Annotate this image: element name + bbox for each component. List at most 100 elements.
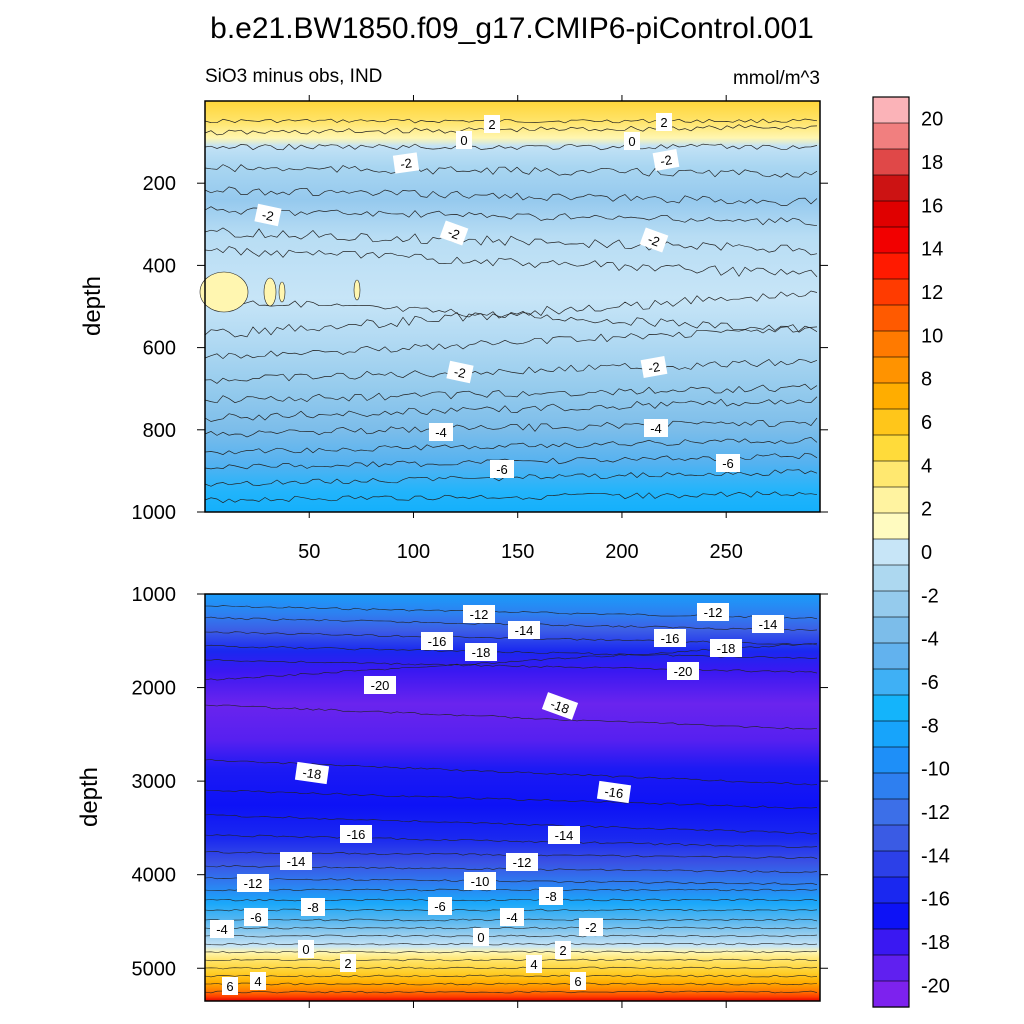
lower-contour-label: -16	[654, 629, 686, 647]
colorbar-tick-label: -2	[921, 585, 939, 607]
colorbar-box	[872, 356, 910, 384]
lower-contour-label-bg	[237, 874, 269, 892]
colorbar-box	[872, 824, 910, 852]
colorbar-tick-label: 20	[921, 109, 943, 131]
upper-contour-label: -2	[254, 203, 282, 227]
colorbar-box	[872, 590, 910, 618]
lower-contour-line	[204, 834, 818, 848]
upper-contour-label: 2	[484, 115, 500, 133]
upper-contour-line	[204, 246, 818, 278]
lower-contour-label: -18	[465, 643, 497, 661]
colorbar-box	[872, 304, 910, 332]
lower-contour-label-text: -8	[545, 889, 557, 904]
lower-contour-label: -14	[752, 615, 784, 633]
colorbar-tick-label: -8	[921, 715, 939, 737]
lower-contour-label: -18	[710, 639, 742, 657]
lower-y-tick-label: 5000	[132, 958, 177, 980]
colorbar-box	[872, 460, 910, 488]
upper-positive-patch	[263, 277, 277, 307]
colorbar-box	[872, 850, 910, 878]
colorbar-tick-label: 0	[921, 542, 932, 564]
lower-contour-line	[204, 934, 818, 938]
upper-contour-label-bg	[644, 419, 668, 437]
upper-contour-line	[204, 383, 818, 404]
colorbar-tick-label: -6	[921, 672, 939, 694]
lower-contour-label-text: -2	[585, 920, 597, 935]
lower-contour-label-text: 2	[344, 956, 351, 971]
upper-contour-label: -2	[639, 227, 669, 253]
upper-contour-line	[204, 118, 818, 124]
colorbar-box	[872, 902, 910, 930]
colorbar-tick-label: 14	[921, 239, 943, 261]
lower-y-tick-label: 3000	[132, 771, 177, 793]
lower-contour-label: -20	[667, 662, 699, 680]
colorbar: 20181614121086420-2-4-6-8-10-12-14-16-18…	[872, 96, 950, 1008]
lower-contour-label-bg	[570, 972, 586, 990]
lower-contour-label: -12	[463, 605, 495, 623]
colorbar-box	[872, 876, 910, 904]
lower-contour-label-bg	[463, 605, 495, 623]
lower-contour-label-bg	[340, 954, 356, 972]
lower-contour-line	[204, 704, 818, 730]
colorbar-tick-label: 4	[921, 455, 932, 477]
upper-y-tick-label: 600	[143, 338, 176, 360]
colorbar-box	[872, 928, 910, 956]
lower-contour-label-bg	[222, 977, 238, 995]
lower-contour-label-text: -16	[428, 634, 447, 649]
upper-contour-label-bg	[439, 220, 469, 246]
lower-contour-label-text: -12	[244, 876, 263, 891]
colorbar-frame	[872, 96, 910, 1008]
lower-contour-label-text: -8	[307, 900, 319, 915]
upper-contour-label-bg	[652, 149, 680, 171]
lower-frame	[204, 593, 821, 1002]
upper-contour-label-bg	[456, 131, 472, 149]
lower-contour-label-bg	[298, 940, 314, 958]
upper-contour-label-text: -2	[646, 231, 662, 249]
lower-contour-line	[204, 974, 818, 978]
upper-contour-label-text: -2	[446, 224, 462, 242]
upper-contour-label: -2	[640, 356, 668, 378]
lower-contour-label: -8	[539, 887, 563, 905]
lower-contour-label: -14	[280, 852, 312, 870]
lower-contour-label: -18	[294, 761, 330, 785]
colorbar-box	[872, 772, 910, 800]
lower-contour-label: 4	[526, 955, 542, 973]
lower-contour-label: -16	[340, 825, 372, 843]
colorbar-tick-label: 8	[921, 369, 932, 391]
colorbar-tick-label: -12	[921, 802, 950, 824]
upper-contour-line	[204, 324, 818, 360]
upper-contour-label-text: -6	[496, 462, 508, 477]
lower-contour-label-text: -14	[555, 828, 574, 843]
upper-y-tick-label: 400	[143, 255, 176, 277]
lower-contour-label-bg	[697, 603, 729, 621]
lower-panel: 1000 2000 3000 4000 5000 -12 -12 -14 -14 -16 -16 -…	[76, 584, 828, 1008]
upper-positive-patches	[199, 271, 361, 313]
lower-contour-line	[204, 982, 818, 986]
lower-contour-label-text: -16	[347, 827, 366, 842]
lower-contour-label-text: -16	[661, 631, 680, 646]
upper-x-tick-label: 200	[605, 541, 638, 563]
lower-contour-label-text: -4	[216, 922, 228, 937]
lower-contour-label: 6	[222, 977, 238, 995]
upper-contour-label-text: -2	[659, 152, 673, 169]
upper-contour-line	[204, 124, 818, 136]
upper-contour-line	[204, 186, 818, 206]
upper-contour-line	[204, 298, 818, 333]
lower-contour-label: 0	[473, 928, 489, 946]
upper-frame	[204, 100, 821, 513]
upper-contour-label: -2	[652, 149, 680, 171]
lower-y-tick-label: 1000	[132, 584, 177, 606]
lower-contour-line	[204, 958, 818, 962]
lower-contour-label-bg	[579, 918, 603, 936]
lower-contour-label: 2	[555, 941, 571, 959]
colorbar-box	[872, 954, 910, 982]
colorbar-tick-label: 6	[921, 412, 932, 434]
upper-contour-label: -4	[429, 423, 453, 441]
upper-positive-patch	[353, 279, 361, 301]
lower-contour-label-text: -18	[472, 645, 491, 660]
lower-contour-label-text: -18	[548, 696, 571, 717]
lower-contour-label-bg	[539, 887, 563, 905]
lower-contour-label: -8	[301, 898, 325, 916]
upper-contour-line	[204, 396, 818, 422]
upper-y-tick-label: 1000	[132, 502, 177, 524]
